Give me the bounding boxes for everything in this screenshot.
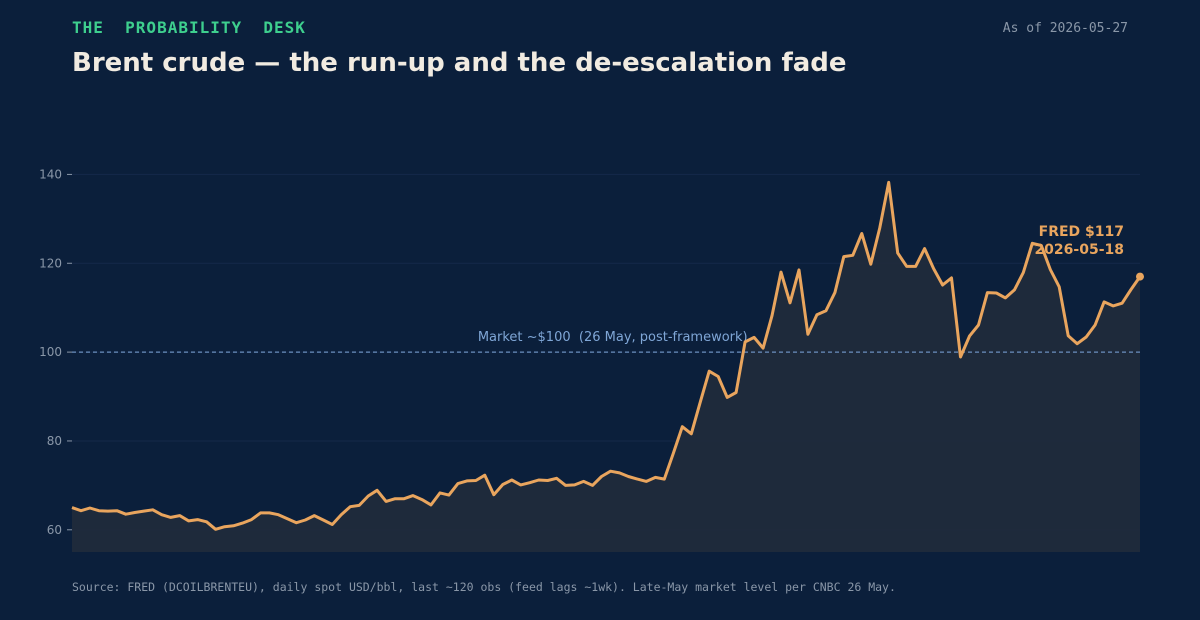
chart-title: Brent crude — the run-up and the de-esca… (72, 48, 847, 78)
y-tick-label: 140 (39, 167, 62, 181)
y-tick-label: 100 (39, 345, 62, 359)
as-of-date: As of 2026-05-27 (1002, 21, 1128, 36)
series-line-brent (71, 180, 1142, 531)
y-tick-label: 120 (39, 256, 62, 270)
y-tick-label: 60 (47, 523, 62, 537)
kicker: THE PROBABILITY DESK (72, 18, 306, 37)
end-annotation-date: 2026-05-18 (1034, 242, 1124, 258)
end-point-marker (1136, 272, 1144, 281)
area-fill (72, 182, 1140, 552)
source-note: Source: FRED (DCOILBRENTEU), daily spot … (72, 580, 896, 594)
end-annotation-value: FRED $117 (1039, 224, 1124, 240)
y-axis: 60 80 100 120 140 (39, 167, 72, 537)
y-tick-label: 80 (47, 434, 62, 448)
reference-label: Market ~$100 (26 May, post-framework) (478, 330, 748, 345)
